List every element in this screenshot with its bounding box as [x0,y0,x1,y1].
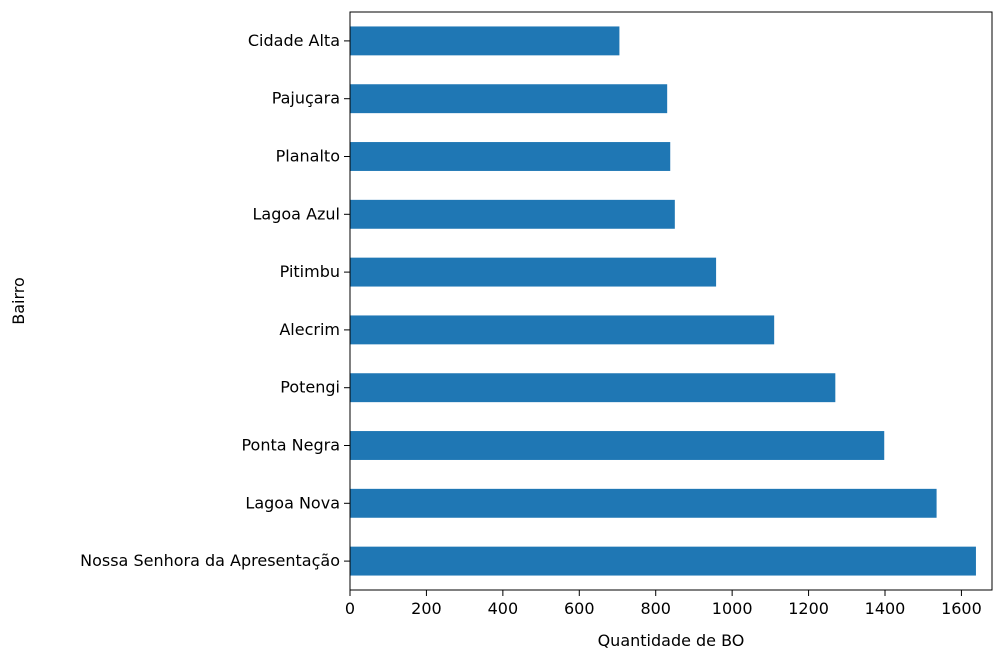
x-tick-label: 1600 [941,599,982,618]
y-tick-label: Nossa Senhora da Apresentação [80,551,340,570]
bar [350,315,775,345]
y-tick-label: Pajuçara [272,89,340,108]
bar [350,26,620,56]
x-tick-label: 1200 [788,599,829,618]
bar [350,257,717,287]
y-tick-label: Lagoa Azul [253,204,340,223]
x-tick-label: 400 [488,599,519,618]
y-axis-label: Bairro [9,277,28,325]
axes-frame [349,11,993,591]
x-tick-label: 600 [564,599,595,618]
x-tick-label: 800 [640,599,671,618]
x-tick-label: 0 [345,599,355,618]
bar [350,431,885,460]
y-tick-label: Alecrim [279,320,340,339]
x-tick-label: 200 [411,599,442,618]
x-axis-label: Quantidade de BO [598,631,745,650]
y-tick-label: Ponta Negra [241,436,340,455]
y-tick-label: Lagoa Nova [245,493,340,512]
bar [350,199,675,229]
x-tick-label: 1400 [865,599,906,618]
y-ticks-group: Cidade Alta Pajuçara Planalto Lagoa Azul Pit… [80,31,350,570]
x-tick-label: 1000 [712,599,753,618]
bar [350,142,671,171]
x-ticks-group: 0 200 400 600 800 1000 1200 1400 1600 [345,590,982,618]
y-tick-label: Potengi [280,378,340,397]
bar [350,373,836,403]
y-tick-label: Pitimbu [280,262,340,281]
y-tick-label: Planalto [276,147,340,166]
bars-group [350,26,976,576]
bar [350,84,668,114]
bar [350,488,937,518]
y-tick-label: Cidade Alta [248,31,340,50]
bar [350,546,976,576]
